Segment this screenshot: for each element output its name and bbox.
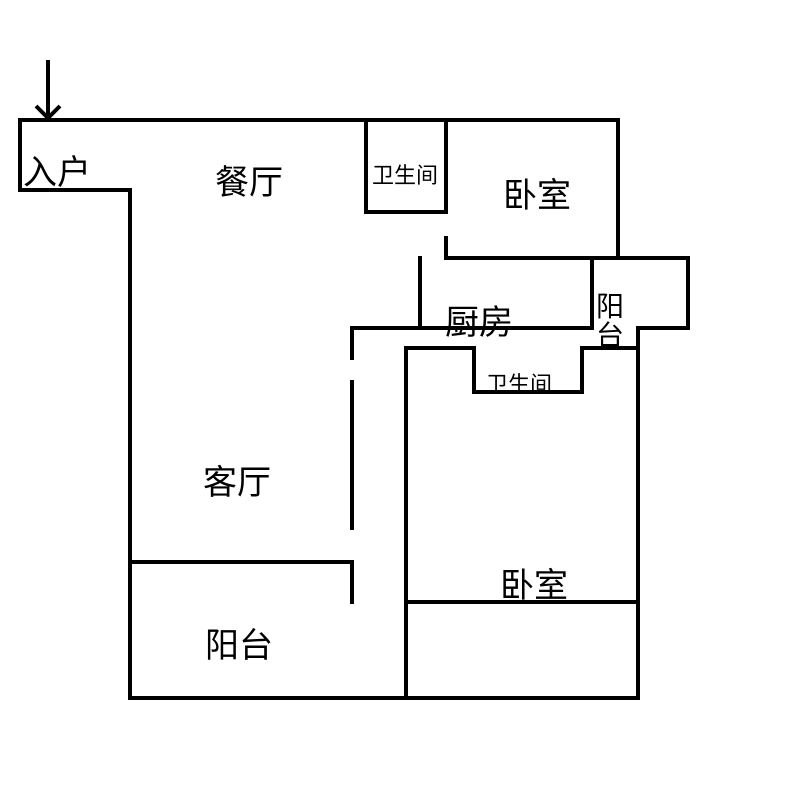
wall-segment <box>590 256 594 330</box>
wall-segment <box>404 600 408 700</box>
wall-segment <box>444 118 448 214</box>
wall-segment <box>364 118 368 214</box>
wall-segment <box>128 696 408 700</box>
room-label-balcony1: 阳台 <box>205 618 273 667</box>
wall-segment <box>616 256 690 260</box>
wall-segment <box>18 118 22 192</box>
wall-segment <box>350 326 354 360</box>
wall-segment <box>18 118 620 122</box>
wall-segment <box>128 560 354 564</box>
wall-segment <box>350 380 354 530</box>
wall-segment <box>418 256 422 330</box>
room-label-dining: 餐厅 <box>215 155 283 204</box>
room-label-bedroom2: 卧室 <box>500 558 568 607</box>
wall-segment <box>636 326 686 330</box>
room-label-bathroom2: 卫生间 <box>486 367 552 399</box>
wall-segment <box>444 236 448 256</box>
wall-segment <box>350 560 354 604</box>
room-label-entry: 入户 <box>23 145 91 194</box>
room-label-kitchen: 厨房 <box>445 295 513 344</box>
wall-segment <box>636 326 640 700</box>
wall-segment <box>580 346 584 394</box>
wall-segment <box>350 326 422 330</box>
wall-segment <box>472 346 476 394</box>
room-label-living: 客厅 <box>203 455 271 504</box>
wall-segment <box>128 188 132 700</box>
room-label-bedroom1: 卧室 <box>503 168 571 217</box>
wall-segment <box>404 346 476 350</box>
floorplan-canvas: 入户餐厅卫生间卧室厨房阳台卫生间客厅卧室阳台 <box>0 0 800 800</box>
wall-segment <box>616 118 620 260</box>
wall-segment <box>404 346 408 604</box>
wall-segment <box>686 256 690 330</box>
wall-segment <box>364 210 448 214</box>
entry-arrow-icon <box>32 60 64 134</box>
room-label-bathroom1: 卫生间 <box>372 158 438 190</box>
room-label-balcony2: 阳台 <box>596 293 626 352</box>
wall-segment <box>404 696 640 700</box>
